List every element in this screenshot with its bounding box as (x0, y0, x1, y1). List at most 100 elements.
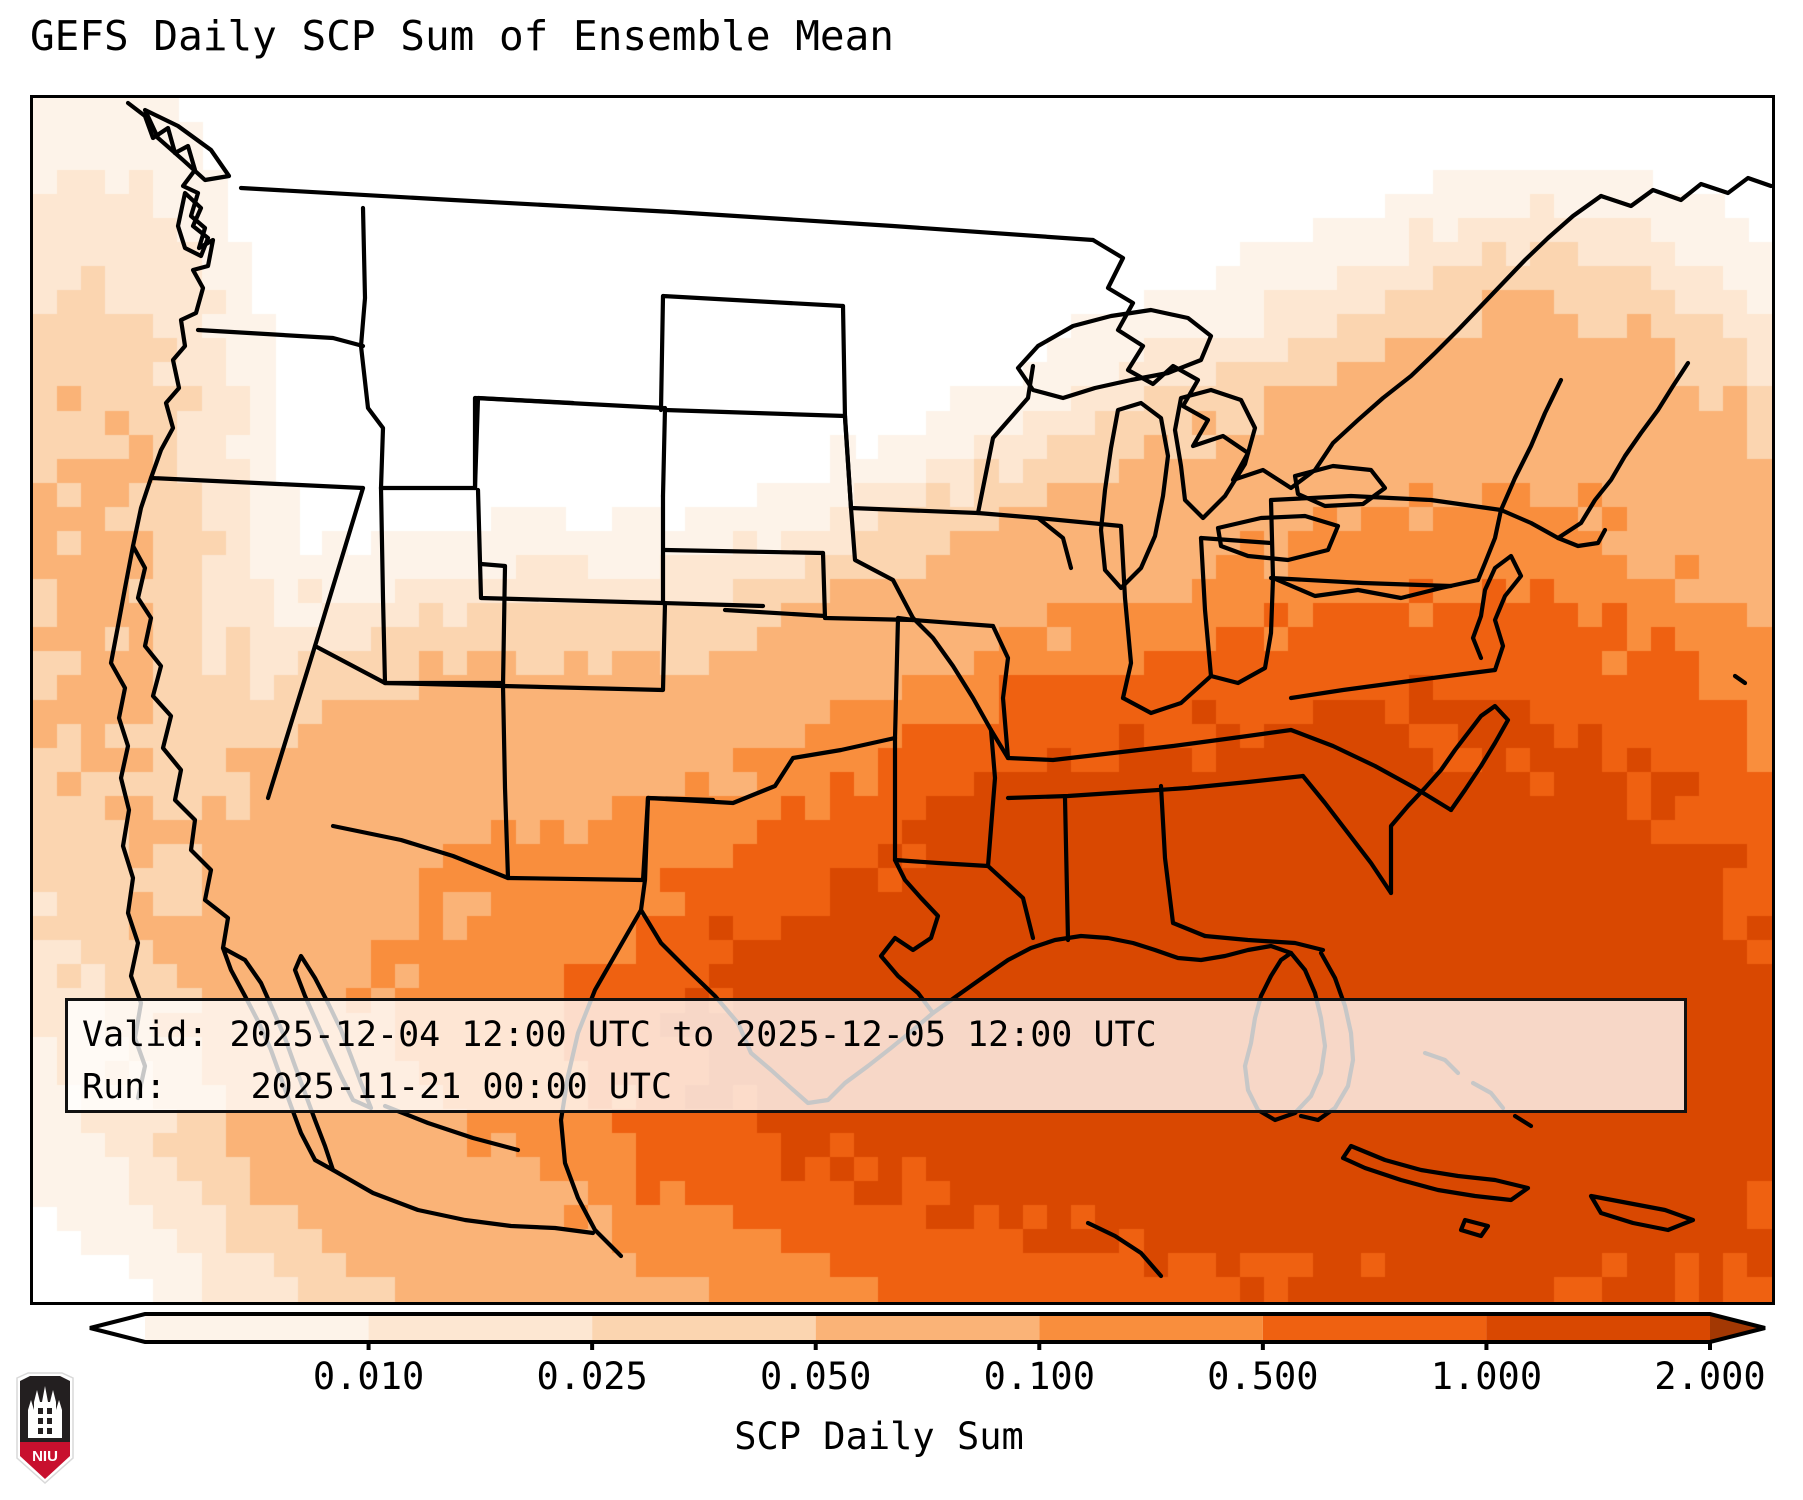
state-border-nd-sd (658, 293, 846, 413)
state-border-az-mexico (330, 823, 511, 881)
colorbar-axis-label: SCP Daily Sum (0, 1415, 1803, 1458)
colorbar-tick-label-5: 1.000 (1430, 1355, 1543, 1398)
us-canada-border-west (238, 185, 1096, 243)
state-border-nv-ca-south (312, 643, 388, 686)
island-hispaniola (1588, 1193, 1696, 1233)
colorbar-band-3 (815, 1314, 1040, 1342)
state-border-il-mo (910, 615, 1011, 761)
state-border-oh-wv-pa (1208, 575, 1276, 686)
state-border-ok-tx (645, 735, 898, 806)
state-border-in-oh (1198, 535, 1214, 679)
map-borders-layer (108, 100, 1772, 1279)
state-border-ar-ms (985, 727, 998, 869)
great-lakes-huron (1172, 387, 1258, 521)
colorbar-band-5 (1262, 1314, 1487, 1342)
coastline-carolinas (1388, 703, 1511, 896)
state-border-wy-ne (660, 405, 668, 499)
colorbar-bands (90, 1314, 1765, 1342)
colorbar-tick-label-6: 2.000 (1654, 1355, 1766, 1398)
state-border-ia-wi-il (975, 510, 1074, 571)
state-border-nc-sc (1288, 727, 1454, 813)
niu-logo: NIU (16, 1372, 74, 1484)
vancouver-island (142, 107, 232, 183)
island-jamaica (1458, 1217, 1491, 1239)
state-border-pa-ny (1268, 493, 1504, 581)
colorbar-under-arrow (90, 1314, 145, 1342)
state-border-ga-fl (1202, 933, 1326, 953)
map-plot-area: Valid: 2025-12-04 12:00 UTC to 2025-12-0… (30, 95, 1775, 1305)
island-yucatan (1085, 1220, 1164, 1279)
coastline-california (130, 543, 231, 951)
page-title: GEFS Daily SCP Sum of Ensemble Mean (30, 12, 894, 60)
niu-shield-red (20, 1442, 70, 1479)
colorbar-tick-label-2: 0.050 (760, 1355, 872, 1398)
state-border-pa-md (1268, 575, 1454, 589)
niu-logo-text: NIU (32, 1448, 58, 1465)
coastline-pacific-nw (108, 100, 216, 1101)
colorbar-band-1 (368, 1314, 593, 1342)
valid-time-line: Valid: 2025-12-04 12:00 UTC to 2025-12-0… (82, 1015, 1157, 1055)
coastline-newengland-cape (1555, 527, 1608, 549)
niu-castle-windows (38, 1408, 52, 1434)
colorbar-svg (89, 1312, 1766, 1350)
map-canvas: Valid: 2025-12-04 12:00 UTC to 2025-12-0… (33, 98, 1772, 1302)
state-border-nm-tx (505, 795, 716, 883)
colorbar (30, 1310, 1775, 1350)
state-border-ny-ne (1498, 377, 1564, 513)
state-border-ks-mo (820, 550, 916, 623)
coastline-bermuda-area (1732, 673, 1748, 686)
state-border-al-ga (1158, 783, 1208, 939)
puget-sound (175, 190, 211, 259)
state-border-ne-ia-mo (842, 413, 916, 621)
us-canada-border-lakes (1090, 193, 1604, 491)
state-border-ky-tn (1005, 727, 1294, 763)
colorbar-over-arrow (1710, 1314, 1765, 1342)
state-border-mt-wy (472, 395, 666, 491)
colorbar-outline (89, 1312, 1766, 1350)
mexico-south (330, 1167, 596, 1236)
state-border-id-wa-or (358, 205, 386, 491)
colorbar-band-2 (592, 1314, 816, 1342)
coastline-chesapeake (1470, 553, 1524, 673)
colorbar-band-6 (1486, 1314, 1710, 1342)
island-bahamas-3 (1512, 1113, 1534, 1129)
state-border-ga-sc (1300, 773, 1394, 896)
coastline-atlantic-canada (1598, 175, 1772, 209)
state-border-wi-il (1035, 515, 1124, 529)
mexico-interior-1 (382, 1103, 521, 1153)
coastline-northeast (1498, 360, 1691, 541)
state-border-mo-tn-ark (990, 623, 1011, 761)
colorbar-band-4 (1039, 1314, 1263, 1342)
state-border-in-ky (1120, 673, 1214, 716)
state-border-tn-ms-al-ga (1005, 773, 1306, 801)
colorbar-tick-label-4: 0.500 (1207, 1355, 1319, 1398)
valid-run-info-box: Valid: 2025-12-04 12:00 UTC to 2025-12-0… (65, 998, 1687, 1113)
state-border-il-in (1118, 523, 1134, 701)
state-border-ok-ar (892, 615, 901, 741)
state-border-ms-al (1062, 795, 1071, 943)
great-lakes-erie (1215, 513, 1341, 563)
great-lakes-superior (1015, 307, 1214, 401)
state-border-ut-az (382, 561, 508, 689)
state-border-ar-la (892, 857, 991, 869)
state-border-or-ca (148, 475, 366, 491)
colorbar-tick-label-3: 0.100 (983, 1355, 1095, 1398)
state-border-co-nm (500, 600, 668, 693)
state-border-ne-ks (662, 547, 826, 556)
great-lakes-michigan (1098, 400, 1171, 591)
state-border-nj-ny (1475, 507, 1504, 583)
state-border-nv-ut-az (378, 485, 506, 686)
state-border-sd-ne (662, 407, 848, 419)
colorbar-axis-label-text: SCP Daily Sum (734, 1415, 1024, 1458)
run-time-line: Run: 2025-11-21 00:00 UTC (82, 1067, 673, 1107)
state-border-la-ms (985, 863, 1036, 941)
island-cuba (1340, 1143, 1531, 1203)
state-border-mn-wi (975, 363, 1036, 516)
state-border-nc-va (1288, 667, 1498, 701)
state-border-wa-or (195, 327, 366, 349)
state-border-ia-mn (848, 505, 981, 516)
state-border-co-ks-ne (660, 600, 766, 609)
state-border-az-nm (500, 683, 511, 881)
colorbar-band-0 (145, 1314, 369, 1342)
